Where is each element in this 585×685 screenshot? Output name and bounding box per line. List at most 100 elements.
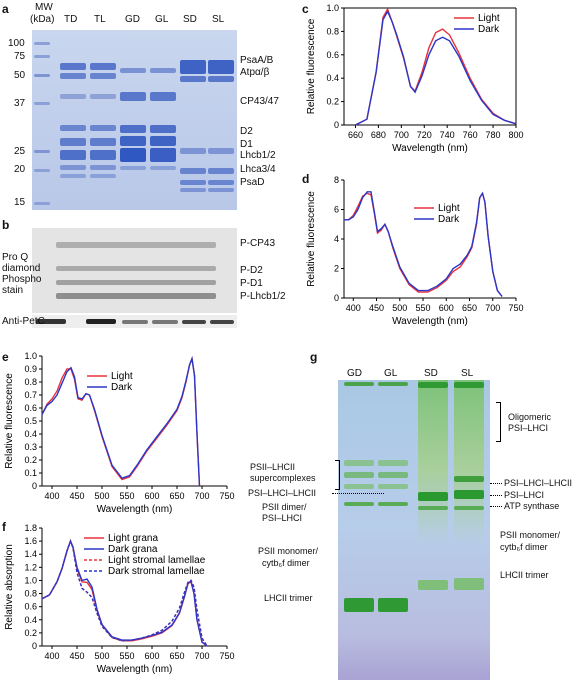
- legend-entry: Dark: [111, 382, 133, 393]
- panel-e-label: e: [2, 350, 9, 364]
- lane-label-gd: GD: [125, 14, 140, 25]
- lane-label-gl: GL: [155, 14, 169, 25]
- petc-blot: [32, 315, 237, 328]
- panel-f-label: f: [2, 520, 6, 534]
- y-axis-label: Relative fluorescence: [306, 18, 317, 114]
- x-tick-label: 650: [169, 651, 184, 661]
- y-tick-label: 0.8: [24, 589, 37, 599]
- series-line-dark: [355, 9, 517, 126]
- g-label-psii-lhcii: PSII–LHCII: [250, 462, 296, 472]
- y-tick-label: 0: [334, 293, 339, 303]
- y-tick-label: 0.8: [326, 26, 339, 36]
- y-tick-label: 0: [32, 641, 37, 651]
- g-lane-label-sd: SD: [424, 368, 438, 379]
- marker-50: 50: [14, 70, 26, 81]
- y-tick-label: 0.4: [326, 73, 339, 83]
- y-tick-label: 0.2: [24, 628, 37, 638]
- g-label-cytb6f-right: cytb₆f dimer: [500, 542, 548, 552]
- x-tick-label: 660: [348, 130, 363, 140]
- marker-37: 37: [14, 98, 26, 109]
- band-label-psaab: PsaA/B: [240, 55, 274, 66]
- y-axis-label: Relative fluorescence: [306, 191, 317, 287]
- anti-petc-label: Anti-PetC: [2, 316, 45, 327]
- g-label-lhcii-trimer-left: LHCII trimer: [264, 593, 313, 603]
- x-tick-label: 450: [369, 303, 384, 313]
- x-tick-label: 550: [119, 651, 134, 661]
- y-tick-label: 1.6: [24, 536, 37, 546]
- g-label-psi-lhci-left: PSI–LHCI: [262, 513, 303, 523]
- arrow-atp-synthase: [490, 506, 502, 507]
- series-line-light: [355, 7, 517, 126]
- arrow-psi-lhci-lhcii-right: [490, 483, 502, 484]
- lane-label-td: TD: [64, 14, 78, 25]
- band-label-lhca34: Lhca3/4: [240, 164, 276, 175]
- marker-100: 100: [8, 38, 25, 49]
- x-tick-label: 450: [69, 491, 84, 501]
- panel-g-label: g: [310, 350, 318, 364]
- gel-lane-sl: [208, 30, 234, 210]
- legend-entry: Dark stromal lamellae: [108, 566, 205, 577]
- bracket-supercomplexes: [335, 460, 340, 490]
- y-tick-label: 0.5: [24, 416, 37, 426]
- y-tick-label: 1.2: [24, 562, 37, 572]
- g-gel-lane-sl: [454, 380, 484, 680]
- g-gel-lane-gd: [344, 380, 374, 680]
- x-tick-label: 720: [417, 130, 432, 140]
- y-tick-label: 0.1: [24, 468, 37, 478]
- band-label-p-d1: P-D1: [240, 278, 263, 289]
- phospho-blot: [32, 228, 237, 313]
- band-label-psad: PsaD: [240, 177, 265, 188]
- legend-entry: Light stromal lamellae: [108, 555, 206, 566]
- x-tick-label: 800: [508, 130, 523, 140]
- x-tick-label: 750: [508, 303, 523, 313]
- y-tick-label: 0.4: [24, 615, 37, 625]
- x-tick-label: 600: [144, 491, 159, 501]
- y-tick-label: 0: [32, 481, 37, 491]
- x-tick-label: 750: [219, 651, 234, 661]
- x-axis-label: Wavelength (nm): [97, 504, 173, 515]
- y-tick-label: 1.4: [24, 549, 37, 559]
- bracket-oligomeric: [496, 402, 501, 442]
- stain-line2: diamond: [2, 263, 41, 274]
- x-tick-label: 700: [485, 303, 500, 313]
- x-tick-label: 400: [346, 303, 361, 313]
- x-tick-label: 550: [119, 491, 134, 501]
- mw-header-line2: (kDa): [30, 14, 55, 25]
- g-label-lhcii-trimer-right: LHCII trimer: [500, 570, 549, 580]
- gel-lane-gl: [150, 30, 176, 210]
- x-tick-label: 500: [392, 303, 407, 313]
- panel-d-label: d: [302, 172, 310, 186]
- x-tick-label: 400: [44, 491, 59, 501]
- x-tick-label: 400: [44, 651, 59, 661]
- series-line-dark: [344, 191, 503, 297]
- marker-20: 20: [14, 164, 26, 175]
- y-tick-label: 0.2: [24, 455, 37, 465]
- chart-f: 400 450 500 550 600 650 700 750 0 0.2 0.4 0.6 0.8 1.0…: [4, 523, 235, 675]
- x-axis-label: Wavelength (nm): [392, 143, 468, 154]
- legend-entry: Light grana: [108, 533, 158, 544]
- cn-page-gel: [338, 380, 490, 680]
- g-label-cytb6f-left: cytb₆f dimer: [262, 558, 310, 568]
- y-tick-label: 6: [334, 205, 339, 215]
- g-lane-label-gl: GL: [384, 368, 398, 379]
- legend-entry: Dark: [478, 24, 500, 35]
- x-tick-label: 450: [69, 651, 84, 661]
- gel-lane-td: [60, 30, 86, 210]
- y-tick-label: 0.7: [24, 390, 37, 400]
- chart-d: 400 450 500 550 600 650 700 750 0 2 4 6 8 Wavelength …: [306, 175, 524, 327]
- x-tick-label: 740: [440, 130, 455, 140]
- band-label-lhcb12: Lhcb1/2: [240, 150, 276, 161]
- gel-lane-gd: [120, 30, 146, 210]
- g-label-psii-dimer: PSII dimer/: [262, 502, 307, 512]
- g-label-psi-lhci-oligomeric: PSI–LHCI: [508, 423, 549, 433]
- band-label-cp43-47: CP43/47: [240, 96, 279, 107]
- legend-entry: Light: [111, 371, 133, 382]
- band-label-atp: Atpα/β: [240, 67, 270, 78]
- stain-line3: Phospho: [2, 274, 42, 285]
- lane-label-tl: TL: [94, 14, 106, 25]
- y-tick-label: 0.3: [24, 442, 37, 452]
- g-label-psi-lhci-lhcii-left: PSI–LHCI–LHCII: [248, 488, 317, 498]
- g-label-supercomplexes: supercomplexes: [250, 473, 316, 483]
- y-tick-label: 1.0: [326, 3, 339, 13]
- x-tick-label: 700: [194, 651, 209, 661]
